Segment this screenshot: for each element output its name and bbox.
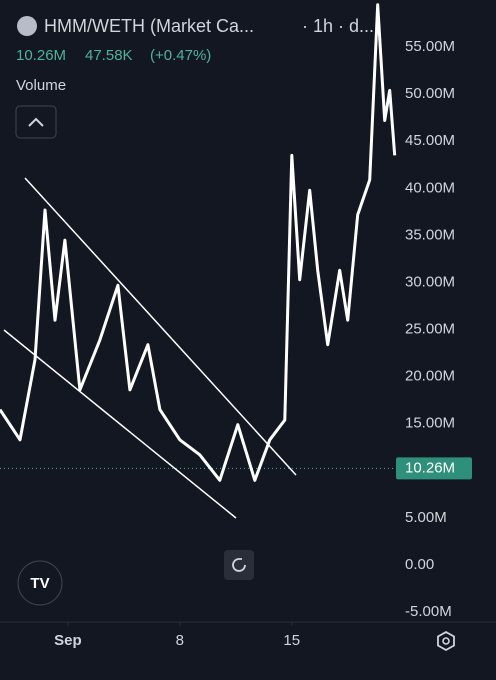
change: 47.58K <box>85 47 133 64</box>
x-tick-label: 8 <box>176 632 184 649</box>
y-tick-label: 15.00M <box>405 415 455 432</box>
change-pct: (+0.47%) <box>150 47 211 64</box>
y-tick-label: 55.00M <box>405 38 455 55</box>
settings-button[interactable] <box>437 630 455 652</box>
logo-mark[interactable]: TV <box>30 575 49 592</box>
chart-subtitle: · 1h · d... <box>302 16 374 36</box>
last-value-label: 10.26M <box>405 459 455 476</box>
button-frame[interactable] <box>15 105 57 139</box>
logo-frame[interactable] <box>17 560 63 606</box>
settings-icon[interactable] <box>442 637 450 645</box>
price: 10.26M <box>16 47 66 64</box>
x-tick-label: Sep <box>54 632 82 649</box>
trend-line <box>3 329 237 519</box>
y-tick-label: -5.00M <box>405 603 452 620</box>
y-tick-label: 40.00M <box>405 179 455 196</box>
reset-button[interactable] <box>224 550 254 580</box>
volume-label: Volume <box>16 77 66 94</box>
y-tick-label: 20.00M <box>405 368 455 385</box>
last-value-box <box>396 457 472 480</box>
tradingview-logo[interactable]: TV <box>17 560 63 606</box>
reset-icon[interactable] <box>232 558 246 572</box>
price-line <box>0 3 397 482</box>
x-tick-label: 15 <box>283 632 300 649</box>
button-frame[interactable] <box>224 550 254 580</box>
chart-title: HMM/WETH (Market Ca... <box>44 16 254 36</box>
chevron-icon[interactable] <box>28 117 44 127</box>
y-tick-label: 30.00M <box>405 273 455 290</box>
y-tick-label: 45.00M <box>405 132 455 149</box>
trend-line <box>24 177 297 476</box>
y-tick-label: 25.00M <box>405 321 455 338</box>
collapse-button[interactable] <box>15 105 57 139</box>
y-tick-label: 35.00M <box>405 226 455 243</box>
settings-icon[interactable] <box>437 630 455 652</box>
token-icon <box>17 16 37 36</box>
y-tick-label: 5.00M <box>405 509 447 526</box>
y-tick-label: 0.00 <box>405 556 434 573</box>
y-tick-label: 50.00M <box>405 85 455 102</box>
